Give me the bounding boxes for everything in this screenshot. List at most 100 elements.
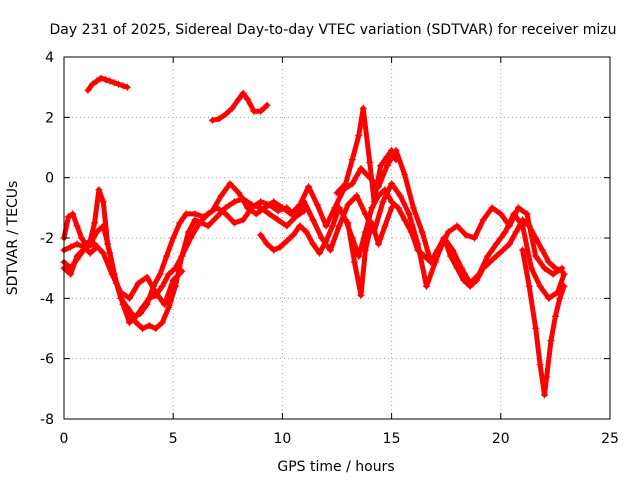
data-point <box>407 228 415 236</box>
data-point <box>300 207 308 215</box>
series-track-e <box>257 186 566 290</box>
data-point <box>123 83 131 91</box>
data-point <box>488 204 496 212</box>
data-point <box>427 258 435 266</box>
y-axis-label: SDTVAR / TECUs <box>5 181 21 296</box>
data-point <box>462 231 470 239</box>
axis-tick-labels: 0 5 10 15 20 25 -8 -6 -4 -2 0 2 4 <box>40 50 619 447</box>
data-point <box>110 79 118 87</box>
data-point <box>536 361 544 369</box>
data-point <box>532 252 540 260</box>
data-point <box>501 228 509 236</box>
x-tick-label: 20 <box>492 431 510 447</box>
data-point <box>119 300 127 308</box>
data-point <box>276 243 284 251</box>
data-point <box>292 213 299 221</box>
data-point <box>265 210 273 218</box>
data-point <box>309 240 317 248</box>
data-point <box>414 246 422 254</box>
data-point <box>525 222 533 230</box>
data-point <box>270 198 278 206</box>
data-point <box>222 110 230 118</box>
data-point <box>492 252 500 260</box>
data-point <box>532 234 540 242</box>
data-point <box>300 198 308 206</box>
data-point <box>453 264 461 272</box>
data-point <box>296 222 304 230</box>
data-point <box>447 252 455 260</box>
data-point <box>217 192 225 200</box>
data-point <box>359 104 367 112</box>
data-point <box>156 270 164 278</box>
data-point <box>401 171 409 179</box>
x-tick-label: 15 <box>383 431 401 447</box>
data-point <box>519 246 527 254</box>
data-point <box>191 210 199 218</box>
data-point <box>93 228 101 236</box>
data-point <box>353 192 361 200</box>
data-point <box>204 222 212 230</box>
data-point <box>139 303 147 311</box>
x-tick-label: 10 <box>273 431 291 447</box>
data-point <box>215 115 223 123</box>
data-point <box>305 183 313 191</box>
y-tick-label: -6 <box>40 352 54 368</box>
data-point <box>344 219 352 227</box>
data-point <box>99 198 107 206</box>
data-point <box>169 234 177 242</box>
data-point <box>357 291 365 299</box>
data-point <box>532 325 540 332</box>
data-point <box>73 252 81 260</box>
data-point <box>239 89 247 97</box>
data-point <box>97 74 105 82</box>
data-point <box>73 240 81 248</box>
data-point <box>479 216 487 224</box>
data-point <box>108 270 116 278</box>
data-point <box>182 210 190 218</box>
data-point <box>394 204 402 212</box>
series-trace <box>61 241 185 307</box>
series-trace <box>520 247 567 398</box>
data-point <box>158 319 166 326</box>
data-point <box>283 237 291 245</box>
data-point <box>538 246 546 254</box>
data-point <box>523 210 531 218</box>
data-point <box>270 246 278 254</box>
data-point <box>106 77 114 85</box>
data-point <box>152 325 160 332</box>
data-point <box>405 210 413 218</box>
data-point <box>348 180 356 188</box>
data-point <box>388 204 396 212</box>
y-tick-label: -4 <box>40 291 54 307</box>
series-track-h <box>209 89 271 124</box>
data-point <box>126 309 133 317</box>
data-point <box>370 198 378 206</box>
y-tick-label: -8 <box>40 412 54 428</box>
data-point <box>329 222 337 230</box>
data-point <box>388 198 396 206</box>
series-track-g <box>84 74 131 94</box>
data-point <box>213 213 221 221</box>
data-point <box>556 294 564 302</box>
data-point <box>335 204 343 212</box>
data-point <box>67 270 75 278</box>
data-point <box>73 222 81 230</box>
data-point <box>326 246 334 254</box>
data-point <box>440 234 448 242</box>
data-point <box>377 162 385 170</box>
data-point <box>316 249 323 257</box>
data-point <box>126 294 133 302</box>
data-point <box>418 228 426 236</box>
data-point <box>250 107 258 115</box>
x-tick-label: 0 <box>60 431 69 447</box>
series-track-c <box>60 240 186 308</box>
data-point <box>248 201 256 209</box>
data-point <box>93 243 101 251</box>
data-point <box>163 252 171 260</box>
data-point <box>388 180 396 188</box>
chart-title: Day 231 of 2025, Sidereal Day-to-day VTE… <box>50 22 617 38</box>
data-point <box>134 279 142 287</box>
data-point <box>383 153 391 161</box>
data-point <box>222 210 230 218</box>
